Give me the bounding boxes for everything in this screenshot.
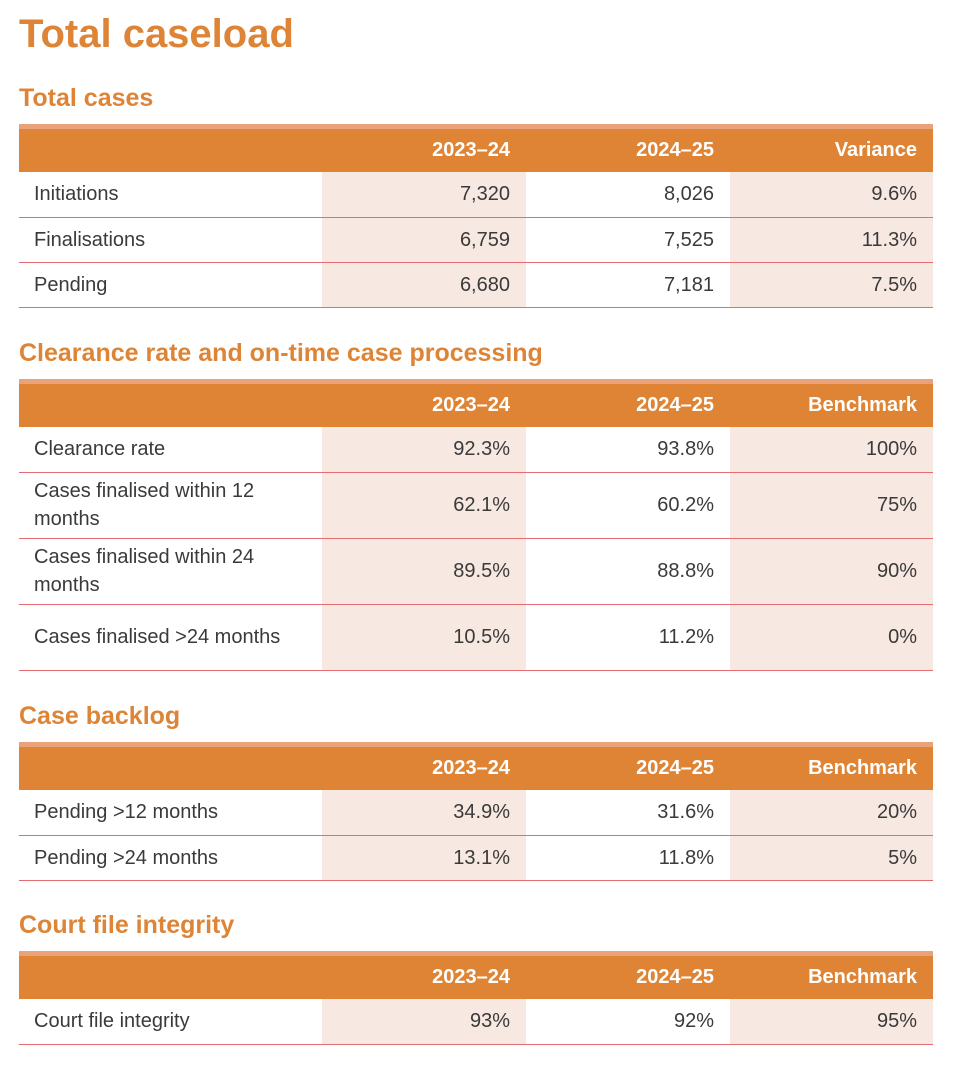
table-row: Initiations 7,320 8,026 9.6% [19, 172, 933, 218]
table-cell: 7.5% [730, 262, 933, 308]
section-heading-total-cases: Total cases [19, 84, 154, 112]
table-row: Pending >24 months 13.1% 11.8% 5% [19, 835, 933, 881]
table-cell: 11.2% [526, 604, 730, 671]
table-cell: 7,320 [322, 172, 526, 218]
table-cell: 6,680 [322, 262, 526, 308]
court-file-integrity-table: 2023–24 2024–25 Benchmark Court file int… [19, 951, 933, 1045]
row-label: Pending >12 months [19, 790, 322, 836]
column-header [19, 951, 322, 999]
table-row: Pending 6,680 7,181 7.5% [19, 262, 933, 308]
table-header-row: 2023–24 2024–25 Benchmark [19, 742, 933, 790]
table-cell: 5% [730, 835, 933, 881]
table-row: Pending >12 months 34.9% 31.6% 20% [19, 790, 933, 836]
row-label: Initiations [19, 172, 322, 218]
column-header: Benchmark [730, 379, 933, 427]
table-cell: 95% [730, 999, 933, 1045]
row-label: Clearance rate [19, 427, 322, 473]
column-header [19, 124, 322, 172]
page-title: Total caseload [19, 12, 294, 56]
table-cell: 31.6% [526, 790, 730, 836]
section-heading-court-file-integrity: Court file integrity [19, 911, 235, 939]
column-header: 2024–25 [526, 951, 730, 999]
column-header: Variance [730, 124, 933, 172]
column-header [19, 742, 322, 790]
table-row: Cases finalised within 12 months 62.1% 6… [19, 472, 933, 539]
table-header-row: 2023–24 2024–25 Variance [19, 124, 933, 172]
column-header: Benchmark [730, 742, 933, 790]
table-cell: 90% [730, 538, 933, 605]
column-header: 2024–25 [526, 742, 730, 790]
table-cell: 6,759 [322, 217, 526, 263]
table-row: Court file integrity 93% 92% 95% [19, 999, 933, 1045]
table-cell: 11.8% [526, 835, 730, 881]
column-header: 2023–24 [322, 742, 526, 790]
section-heading-case-backlog: Case backlog [19, 702, 181, 730]
column-header: 2023–24 [322, 951, 526, 999]
clearance-rate-table: 2023–24 2024–25 Benchmark Clearance rate… [19, 379, 933, 671]
table-cell: 34.9% [322, 790, 526, 836]
column-header: Benchmark [730, 951, 933, 999]
table-cell: 0% [730, 604, 933, 671]
column-header: 2024–25 [526, 379, 730, 427]
column-header [19, 379, 322, 427]
table-header-row: 2023–24 2024–25 Benchmark [19, 951, 933, 999]
table-cell: 93.8% [526, 427, 730, 473]
table-cell: 75% [730, 472, 933, 539]
row-label: Court file integrity [19, 999, 322, 1045]
table-cell: 7,181 [526, 262, 730, 308]
row-label: Cases finalised within 12 months [19, 472, 322, 539]
table-cell: 93% [322, 999, 526, 1045]
column-header: 2024–25 [526, 124, 730, 172]
table-row: Cases finalised within 24 months 89.5% 8… [19, 538, 933, 605]
table-cell: 89.5% [322, 538, 526, 605]
row-label: Cases finalised within 24 months [19, 538, 322, 605]
row-label: Finalisations [19, 217, 322, 263]
case-backlog-table: 2023–24 2024–25 Benchmark Pending >12 mo… [19, 742, 933, 881]
table-cell: 88.8% [526, 538, 730, 605]
table-row: Clearance rate 92.3% 93.8% 100% [19, 427, 933, 473]
table-cell: 62.1% [322, 472, 526, 539]
column-header: 2023–24 [322, 124, 526, 172]
row-label: Pending >24 months [19, 835, 322, 881]
table-row: Finalisations 6,759 7,525 11.3% [19, 217, 933, 263]
column-header: 2023–24 [322, 379, 526, 427]
table-cell: 8,026 [526, 172, 730, 218]
table-cell: 7,525 [526, 217, 730, 263]
table-header-row: 2023–24 2024–25 Benchmark [19, 379, 933, 427]
table-cell: 60.2% [526, 472, 730, 539]
table-cell: 11.3% [730, 217, 933, 263]
table-row: Cases finalised >24 months 10.5% 11.2% 0… [19, 604, 933, 671]
table-cell: 100% [730, 427, 933, 473]
table-cell: 92.3% [322, 427, 526, 473]
section-heading-clearance-rate: Clearance rate and on-time case processi… [19, 339, 543, 367]
row-label: Cases finalised >24 months [19, 604, 322, 671]
table-cell: 10.5% [322, 604, 526, 671]
total-cases-table: 2023–24 2024–25 Variance Initiations 7,3… [19, 124, 933, 308]
table-cell: 92% [526, 999, 730, 1045]
row-label: Pending [19, 262, 322, 308]
table-cell: 13.1% [322, 835, 526, 881]
table-cell: 20% [730, 790, 933, 836]
table-cell: 9.6% [730, 172, 933, 218]
